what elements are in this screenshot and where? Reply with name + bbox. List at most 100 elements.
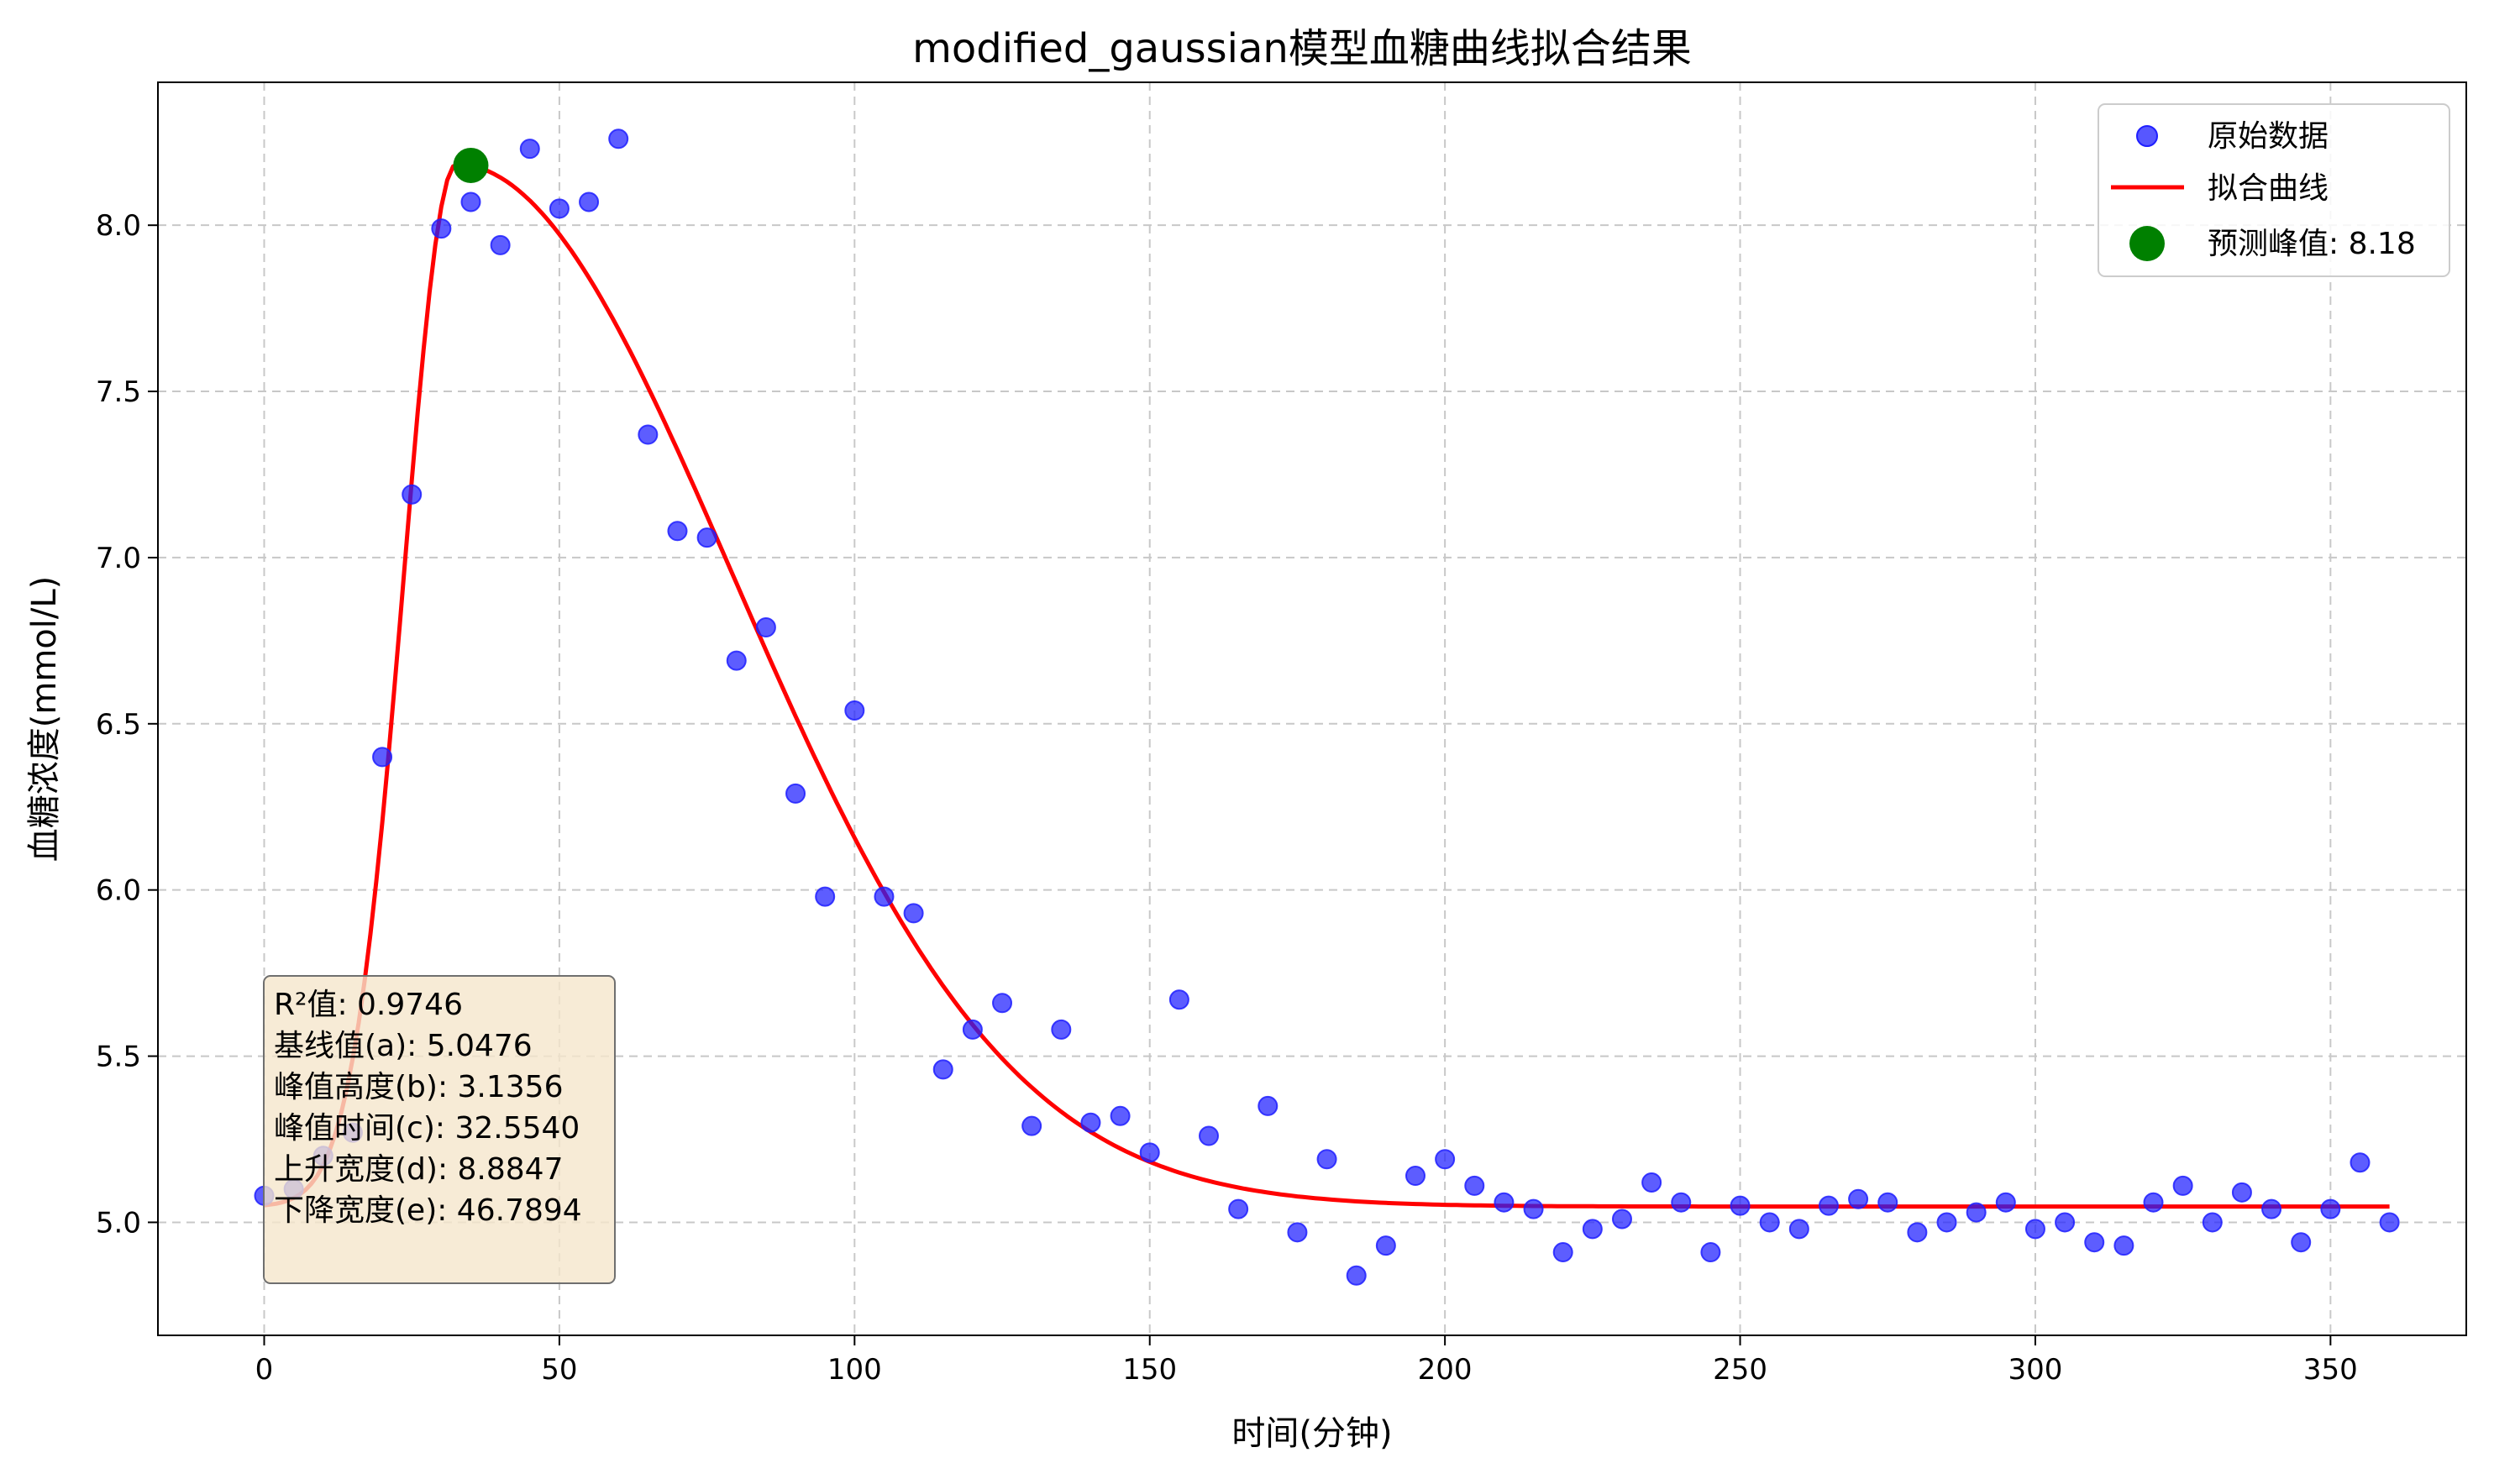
data-point <box>431 218 452 239</box>
data-point <box>372 747 393 768</box>
data-point <box>992 993 1013 1014</box>
data-point <box>1611 1209 1632 1230</box>
data-point <box>460 191 481 212</box>
data-point <box>667 521 688 542</box>
x-tick-label: 250 <box>1713 1353 1767 1387</box>
data-point <box>1966 1202 1987 1223</box>
data-point <box>1316 1149 1337 1170</box>
legend-label-data-points: 原始数据 <box>2208 119 2329 154</box>
data-point <box>2320 1198 2341 1219</box>
data-point <box>696 527 717 548</box>
data-point <box>1877 1192 1898 1213</box>
y-tick-label: 6.5 <box>96 708 141 742</box>
data-point <box>1494 1192 1515 1213</box>
fit-curve-line <box>264 162 2390 1209</box>
data-point <box>1995 1192 2016 1213</box>
y-tick-label: 5.5 <box>96 1041 141 1074</box>
x-tick-label: 0 <box>255 1353 274 1387</box>
legend-swatch-data-points <box>2136 125 2158 147</box>
peak-marker-layer <box>453 147 489 183</box>
data-point <box>1552 1242 1573 1263</box>
data-point <box>1405 1166 1426 1187</box>
data-point <box>638 424 659 445</box>
data-point <box>785 783 806 804</box>
y-tick-label: 7.0 <box>96 542 141 575</box>
peak-marker <box>453 147 489 183</box>
data-point <box>1168 989 1189 1010</box>
legend-label-peak: 预测峰值: 8.18 <box>2208 227 2416 261</box>
data-point <box>1139 1142 1160 1163</box>
data-point <box>1435 1149 1456 1170</box>
y-tick-label: 5.0 <box>96 1206 141 1240</box>
data-point <box>549 198 570 219</box>
legend-label-fit-curve: 拟合曲线 <box>2208 171 2329 206</box>
x-tick-label: 350 <box>2303 1353 2358 1387</box>
data-point <box>2261 1198 2282 1219</box>
data-point <box>1582 1219 1603 1240</box>
data-point <box>2113 1235 2134 1256</box>
data-point <box>402 484 423 505</box>
data-point <box>2379 1212 2400 1233</box>
x-tick-label: 50 <box>541 1353 577 1387</box>
data-point <box>1021 1115 1042 1136</box>
data-point <box>1199 1125 1220 1146</box>
data-point <box>755 617 776 638</box>
stats-rise-width: 上升宽度(d): 8.8847 <box>274 1152 563 1187</box>
data-point <box>1700 1242 1721 1263</box>
legend-swatch-peak <box>2129 226 2165 261</box>
data-point <box>1110 1105 1131 1126</box>
x-tick-label: 200 <box>1418 1353 1473 1387</box>
data-point <box>2350 1152 2371 1173</box>
y-tick-label: 6.0 <box>96 874 141 908</box>
data-point <box>1907 1222 1928 1243</box>
data-point <box>1671 1192 1692 1213</box>
data-point <box>1287 1222 1308 1243</box>
data-point <box>2024 1219 2045 1240</box>
data-point <box>874 886 895 907</box>
fit-curve-layer <box>264 162 2390 1209</box>
data-point <box>2172 1175 2193 1196</box>
data-point <box>2143 1192 2164 1213</box>
data-point <box>726 650 747 671</box>
x-axis-label: 时间(分钟) <box>1231 1414 1392 1453</box>
y-tick-label: 7.5 <box>96 375 141 409</box>
data-point <box>1080 1112 1101 1133</box>
data-point <box>2055 1212 2076 1233</box>
data-point <box>1759 1212 1780 1233</box>
data-point <box>903 903 924 924</box>
data-point <box>1730 1195 1751 1216</box>
stats-peak-height: 峰值高度(b): 3.1356 <box>274 1070 563 1104</box>
data-point <box>932 1059 953 1080</box>
data-point <box>1523 1198 1544 1219</box>
data-point <box>1788 1219 1809 1240</box>
data-point <box>844 700 865 721</box>
x-tick-label: 300 <box>2008 1353 2062 1387</box>
data-point <box>1848 1188 1869 1209</box>
data-point <box>1228 1198 1249 1219</box>
data-point <box>579 191 600 212</box>
data-point <box>608 128 629 149</box>
data-point <box>1346 1265 1367 1286</box>
legend: 原始数据 拟合曲线 预测峰值: 8.18 <box>2098 103 2450 277</box>
stats-baseline: 基线值(a): 5.0476 <box>274 1029 533 1063</box>
data-point <box>490 234 511 255</box>
axis-ticks: 0 50 100 150 200 250 300 350 5.0 5.5 6.0 6.5 7.0 7.5 8… <box>96 209 2358 1387</box>
data-point <box>962 1019 983 1040</box>
data-point <box>2231 1182 2252 1203</box>
data-point <box>2202 1212 2223 1233</box>
x-tick-label: 100 <box>827 1353 882 1387</box>
data-point <box>519 139 540 160</box>
x-tick-label: 150 <box>1122 1353 1177 1387</box>
chart-title: modified_gaussian模型血糖曲线拟合结果 <box>912 25 1692 72</box>
stats-r2: R²值: 0.9746 <box>274 988 463 1022</box>
stats-fall-width: 下降宽度(e): 46.7894 <box>274 1193 582 1228</box>
data-point <box>1641 1172 1662 1193</box>
data-point <box>2291 1232 2312 1253</box>
data-point <box>1818 1195 1839 1216</box>
data-point <box>1375 1235 1396 1256</box>
plot-frame <box>157 81 2467 1336</box>
y-axis-label: 血糖浓度(mmol/L) <box>25 576 64 863</box>
data-point <box>1258 1095 1279 1116</box>
data-point <box>815 886 836 907</box>
